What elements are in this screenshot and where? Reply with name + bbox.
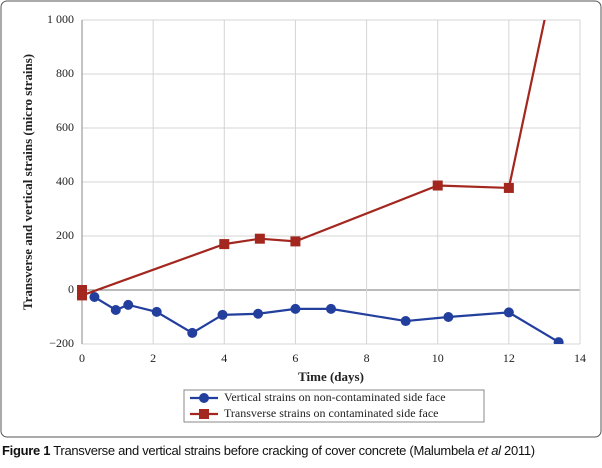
x-tick-label: 8: [364, 351, 370, 365]
series-line: [80, 20, 546, 297]
x-tick-label: 10: [432, 351, 444, 365]
x-tick-label: 2: [150, 351, 156, 365]
caption: Figure 1 Transverse and vertical strains…: [2, 443, 535, 458]
marker: [553, 337, 564, 344]
marker: [77, 290, 87, 301]
chart-frame: [0, 0, 602, 438]
marker: [199, 409, 209, 419]
marker: [443, 312, 454, 322]
marker: [254, 233, 265, 244]
chart: −200 0 200 400 600 800 1 000 0 2 4 6 8 10 12 14 Time (…: [0, 0, 602, 438]
y-tick-label: 800: [56, 66, 74, 80]
marker: [400, 316, 411, 327]
marker: [503, 182, 514, 193]
marker: [110, 304, 121, 315]
x-axis-title: Time (days): [298, 369, 364, 384]
y-tick-label: −200: [49, 336, 74, 350]
x-tick-label: 4: [221, 351, 227, 365]
caption-text-end: 2011): [500, 443, 535, 458]
y-tick-label: 200: [56, 228, 74, 242]
y-tick-label: 1 000: [47, 12, 74, 26]
marker: [187, 327, 198, 338]
legend-label: Vertical strains on non-contaminated sid…: [224, 390, 446, 404]
marker: [199, 393, 209, 403]
y-tick-label: 400: [56, 174, 74, 188]
marker: [432, 180, 443, 191]
caption-italic: et al: [477, 443, 501, 458]
marker: [219, 239, 230, 250]
marker: [503, 307, 514, 318]
legend: Vertical strains on non-contaminated sid…: [190, 390, 446, 420]
marker: [89, 292, 100, 303]
marker: [151, 306, 162, 317]
marker: [217, 309, 228, 320]
x-tick-label: 0: [79, 351, 85, 365]
y-tick-label: 0: [68, 282, 74, 296]
caption-label: Figure 1: [2, 443, 51, 458]
marker: [77, 285, 87, 295]
y-tick-label: 600: [56, 120, 74, 134]
y-axis-title: Transverse and vertical strains (micro s…: [20, 54, 35, 310]
marker: [290, 236, 301, 247]
caption-text: Transverse and vertical strains before c…: [53, 443, 478, 458]
marker: [326, 303, 336, 314]
marker: [123, 299, 134, 310]
x-tick-label: 14: [574, 351, 586, 365]
series-line: [93, 296, 560, 344]
legend-label: Transverse strains on contaminated side …: [224, 406, 439, 420]
legend-box: [183, 389, 485, 423]
marker: [290, 303, 301, 314]
marker: [253, 308, 264, 319]
grid: −200 0 200 400 600 800 1 000 0 2 4 6 8 10 12 14: [47, 12, 586, 365]
x-tick-label: 12: [503, 351, 515, 365]
plot-area: [77, 20, 564, 344]
x-tick-label: 6: [292, 351, 298, 365]
